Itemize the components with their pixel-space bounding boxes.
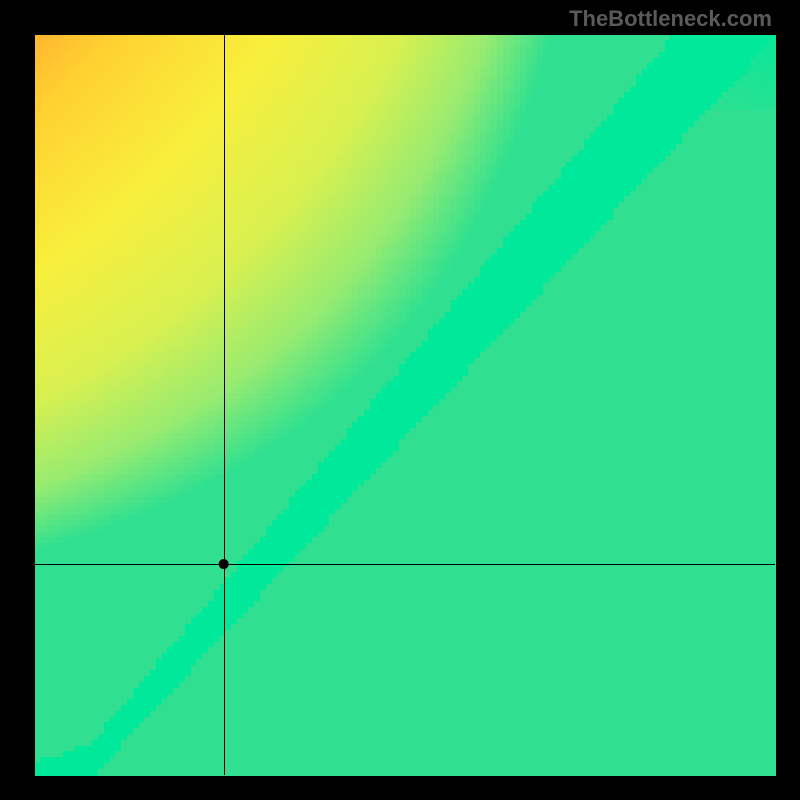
bottleneck-heatmap xyxy=(0,0,800,800)
watermark-text: TheBottleneck.com xyxy=(569,6,772,32)
